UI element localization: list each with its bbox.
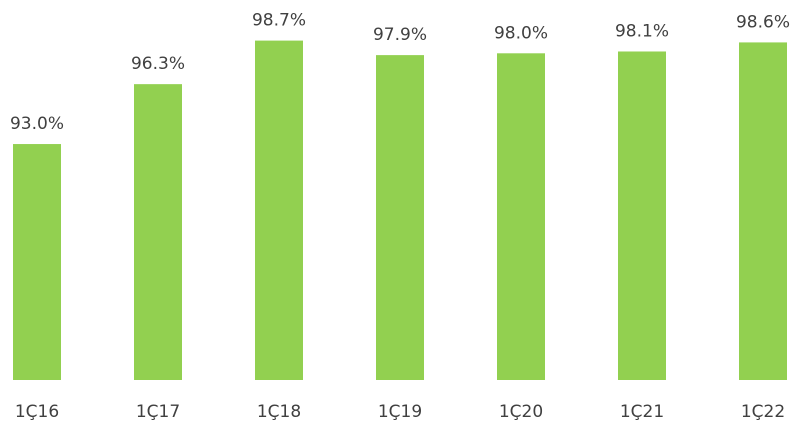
x-tick-label: 1Ç18 [257, 402, 301, 422]
bar [13, 144, 61, 380]
bar [739, 42, 787, 380]
value-label: 98.6% [736, 12, 790, 32]
bar [255, 40, 303, 380]
value-label: 96.3% [131, 54, 185, 74]
x-tick-label: 1Ç22 [741, 402, 785, 422]
bar [376, 55, 424, 381]
bar [134, 84, 182, 380]
bar [497, 53, 545, 381]
x-tick-label: 1Ç20 [499, 402, 543, 422]
value-label: 97.9% [373, 25, 427, 45]
value-label: 98.0% [494, 23, 548, 43]
x-tick-label: 1Ç19 [378, 402, 422, 422]
bar [618, 51, 666, 381]
value-label: 98.7% [252, 11, 306, 31]
value-label: 98.1% [615, 21, 669, 41]
x-tick-label: 1Ç16 [15, 402, 59, 422]
x-tick-label: 1Ç17 [136, 402, 180, 422]
x-tick-label: 1Ç21 [620, 402, 664, 422]
value-label: 93.0% [10, 114, 64, 134]
